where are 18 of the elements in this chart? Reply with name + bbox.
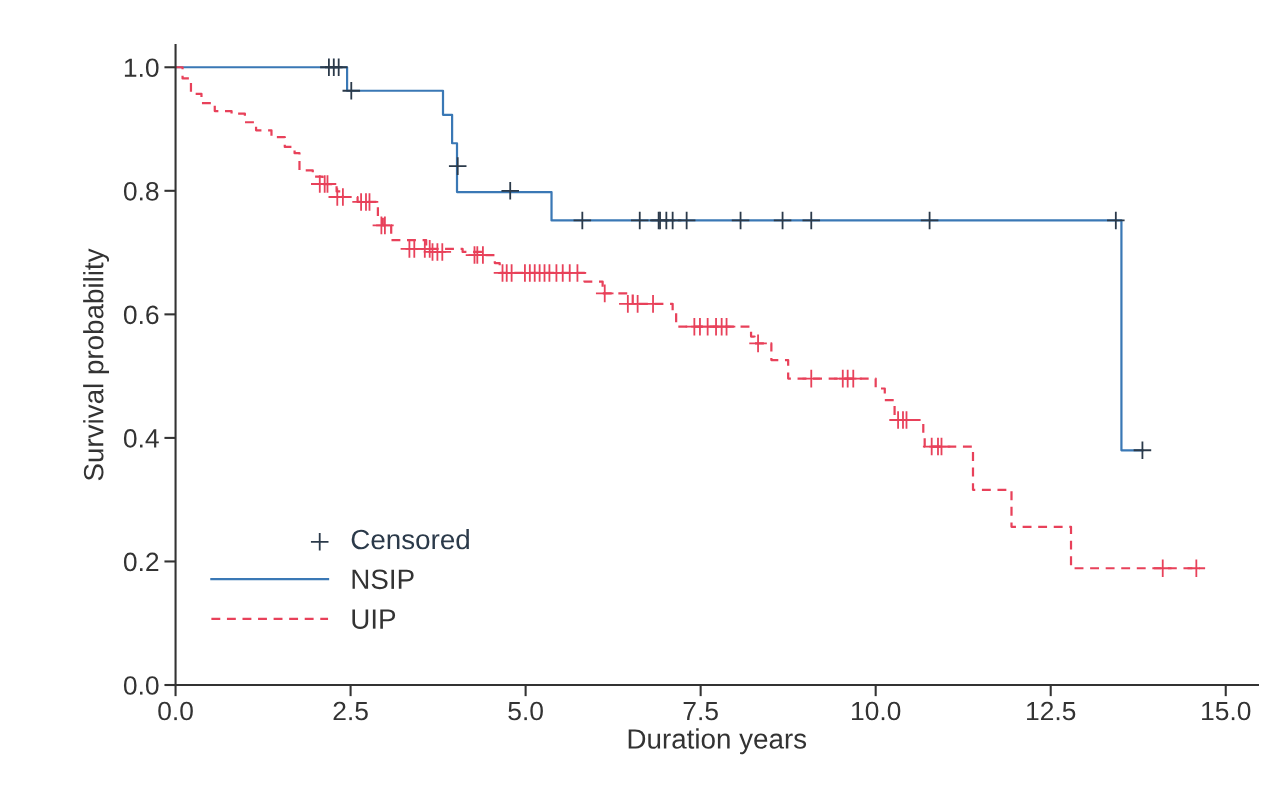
legend-label: Censored [351,528,469,550]
y-tick-label: 1.0 [124,58,159,78]
y-tick-label: 0.6 [123,305,159,325]
x-tick-label: 2.5 [333,701,368,721]
x-axis-title: Duration years [628,728,807,755]
y-tick-label: 0.8 [123,181,159,201]
x-tick-label: 5.0 [508,701,543,721]
x-tick-label: 15.0 [1202,701,1251,721]
y-tick-label: 0.4 [123,429,159,448]
x-tick-label: 10.0 [852,701,901,721]
legend-label: UIP [352,609,396,629]
x-tick-label: 0.0 [158,701,193,721]
legend-label: NSIP [352,569,414,590]
y-tick-label: 0.2 [123,552,159,572]
y-tick-label: 0.0 [123,676,159,695]
y-axis-title: Survival probability [83,248,110,481]
x-tick-label: 7.5 [683,701,718,721]
x-tick-label: 12.5 [1027,701,1076,721]
